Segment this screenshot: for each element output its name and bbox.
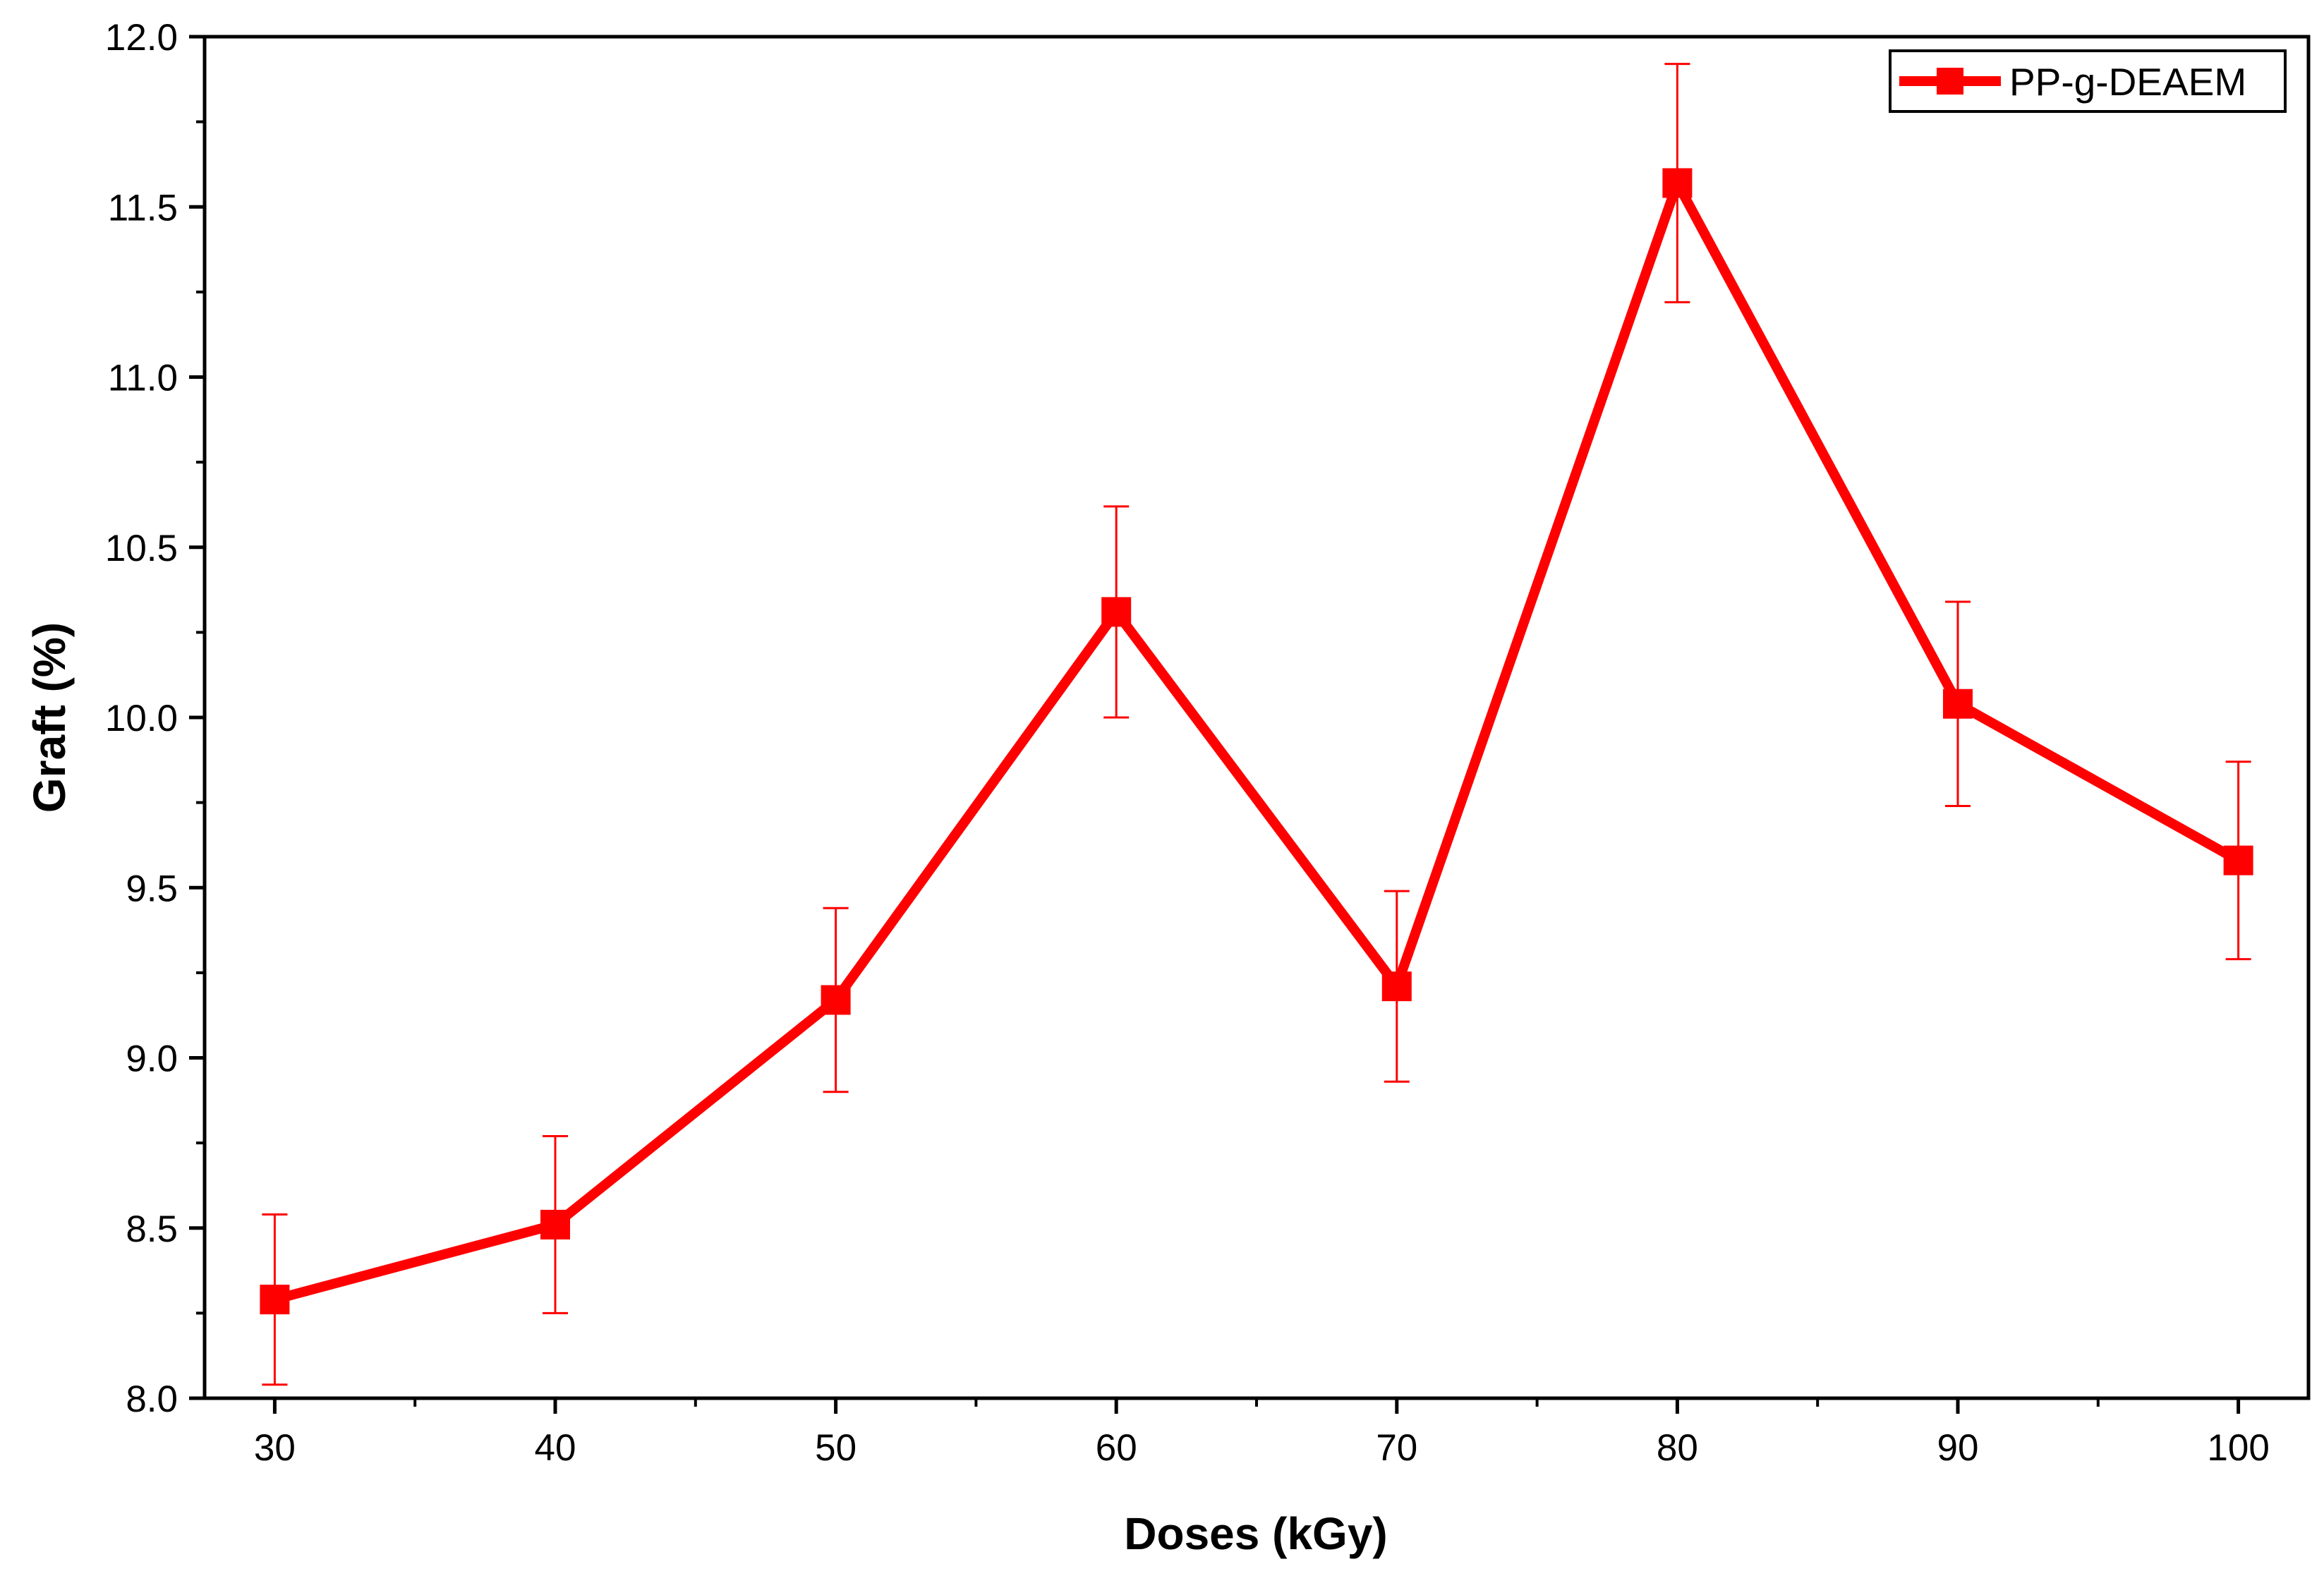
x-tick-label: 50	[815, 1427, 857, 1469]
data-point	[2223, 845, 2253, 875]
error-bars	[262, 63, 2251, 1386]
y-tick-label: 9.5	[126, 868, 178, 909]
legend-label: PP-g-DEAEM	[2009, 60, 2246, 104]
x-axis-title: Doses (kGy)	[1124, 1508, 1387, 1559]
x-axis: 30 40 50 60 70 80 90 100	[254, 1398, 2270, 1469]
legend: PP-g-DEAEM	[1889, 49, 2287, 113]
data-point	[1943, 689, 1973, 719]
data-point	[1662, 168, 1693, 198]
y-tick-label: 10.5	[105, 528, 178, 569]
data-point	[1101, 597, 1132, 627]
y-tick-label: 8.5	[126, 1208, 178, 1250]
y-axis-title: Graft (%)	[24, 622, 75, 813]
y-tick-label: 12.0	[105, 17, 178, 59]
data-point	[540, 1209, 570, 1239]
x-tick-label: 80	[1657, 1427, 1698, 1469]
y-tick-label: 9.0	[126, 1038, 178, 1080]
series-line	[273, 171, 2241, 1304]
y-axis: 8.0 8.5 9.0 9.5 10.0 10.5 11.0 11.5 12.0	[105, 17, 205, 1420]
y-tick-label: 8.0	[126, 1378, 178, 1420]
y-tick-label: 11.0	[108, 358, 178, 399]
x-tick-label: 40	[535, 1427, 576, 1469]
data-point	[1381, 971, 1412, 1002]
data-point	[260, 1285, 290, 1315]
data-markers	[260, 168, 2253, 1315]
x-tick-label: 30	[254, 1427, 296, 1469]
x-tick-label: 70	[1376, 1427, 1417, 1469]
y-tick-label: 11.5	[108, 187, 178, 229]
x-tick-label: 60	[1096, 1427, 1137, 1469]
y-tick-label: 10.0	[105, 698, 178, 739]
x-tick-label: 90	[1937, 1427, 1979, 1469]
x-tick-label: 100	[2207, 1427, 2269, 1469]
legend-marker	[1937, 68, 1963, 95]
data-point	[821, 985, 851, 1015]
plot-frame	[202, 35, 2311, 1400]
